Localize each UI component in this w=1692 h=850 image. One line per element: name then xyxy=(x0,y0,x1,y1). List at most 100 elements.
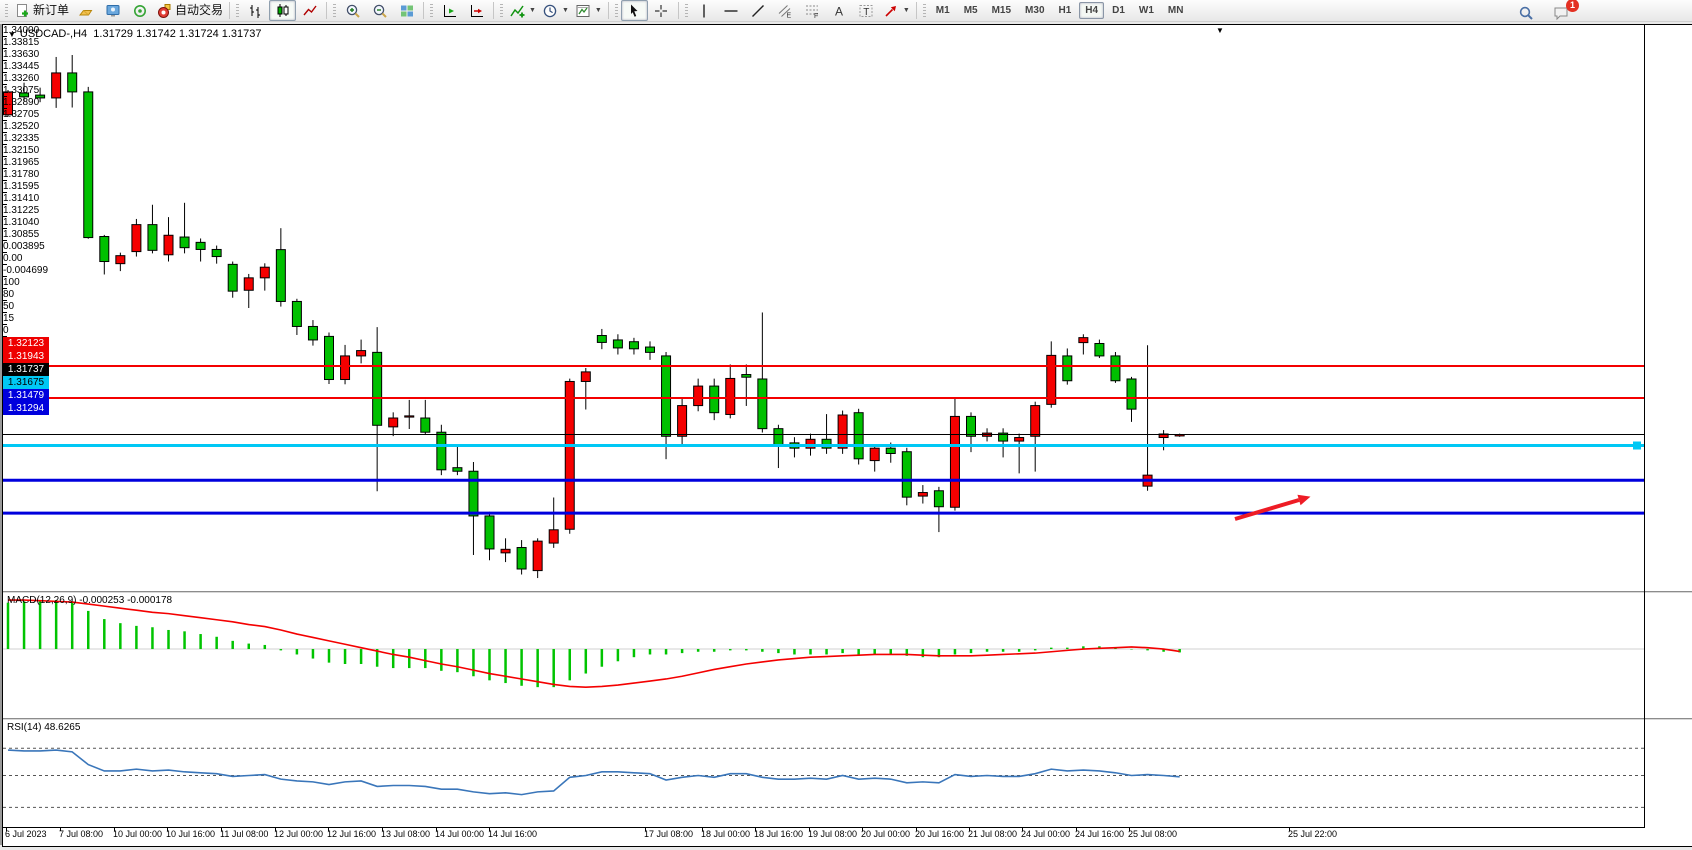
timeframe-d1-button[interactable]: D1 xyxy=(1112,5,1125,16)
zoom-out-button[interactable] xyxy=(366,0,393,21)
axis-tick-mark xyxy=(3,228,7,229)
time-axis-tick xyxy=(1129,827,1130,831)
time-axis-tick xyxy=(6,827,7,831)
annotation-arrow-head[interactable] xyxy=(1297,494,1311,506)
price-chart-canvas[interactable] xyxy=(3,25,1644,591)
community-button[interactable] xyxy=(99,0,126,21)
indicators-dropdown-caret[interactable]: ▼ xyxy=(529,7,536,14)
zoom-in-button[interactable] xyxy=(339,0,366,21)
candle xyxy=(420,399,431,434)
periods-dropdown-caret[interactable]: ▼ xyxy=(561,7,569,14)
chart-menu-triangle-icon[interactable]: ▼ xyxy=(8,30,16,39)
toolbar-grip[interactable] xyxy=(333,3,337,18)
time-axis-tick xyxy=(60,827,61,831)
toolbar-grip[interactable] xyxy=(614,3,618,18)
timeframe-m30-button[interactable]: M30 xyxy=(1025,5,1045,16)
macd-histogram-bar xyxy=(600,649,604,667)
bar-chart-button[interactable] xyxy=(242,0,269,21)
candle xyxy=(340,344,351,385)
arrow-objects-button[interactable]: ▼ xyxy=(880,0,913,21)
time-axis-label: 14 Jul 16:00 xyxy=(488,829,538,839)
candle xyxy=(580,367,591,410)
axis-tick-mark xyxy=(3,300,7,301)
equidistant-channel-button[interactable]: E xyxy=(772,0,799,21)
text-button[interactable]: A xyxy=(826,0,853,21)
toolbar-grip[interactable] xyxy=(922,3,926,18)
axis-tick-mark xyxy=(3,60,7,61)
time-axis-label: 7 Jul 08:00 xyxy=(59,829,104,839)
chart-shift-marker-icon[interactable]: ▼ xyxy=(1216,26,1224,35)
fibonacci-button[interactable]: F xyxy=(799,0,826,21)
indicators-button[interactable]: ▼ xyxy=(506,0,539,21)
tile-windows-button[interactable] xyxy=(393,0,420,21)
line-chart-button[interactable] xyxy=(296,0,323,21)
vertical-line-button[interactable] xyxy=(691,0,718,21)
candle xyxy=(837,410,848,454)
new-order-button[interactable]: 新订单 xyxy=(11,0,72,21)
macd-histogram-bar xyxy=(1033,649,1037,651)
time-axis-tick xyxy=(436,827,437,831)
bucket-icon xyxy=(158,3,171,18)
trendline-button[interactable] xyxy=(745,0,772,21)
search-button[interactable] xyxy=(1512,2,1539,23)
price-tick-label: 1.32705 xyxy=(3,109,40,120)
candle xyxy=(324,332,334,384)
macd-histogram-bar xyxy=(6,602,10,650)
macd-histogram-bar xyxy=(1066,647,1069,650)
candle xyxy=(179,202,190,254)
timeframe-mn-button[interactable]: MN xyxy=(1167,5,1184,16)
textT-icon: T xyxy=(859,4,873,18)
hline-endpoint-handle[interactable] xyxy=(1633,441,1641,450)
macd-histogram-bar xyxy=(327,649,331,663)
arrow-objects-dropdown-caret[interactable]: ▼ xyxy=(902,7,910,14)
macd-histogram-bar xyxy=(22,601,26,650)
price-tick-label: 1.31040 xyxy=(3,217,40,228)
periods-button[interactable]: ▼ xyxy=(539,0,572,21)
crosshair-button[interactable] xyxy=(648,0,675,21)
zoom-out-icon xyxy=(373,4,387,18)
rsi-pane-canvas[interactable] xyxy=(3,720,1644,827)
timeframe-h4-button[interactable]: H4 xyxy=(1079,2,1105,19)
notifications-button[interactable]: 1 xyxy=(1547,0,1579,23)
timeframe-w1-button[interactable]: W1 xyxy=(1138,5,1154,16)
toolbar-grip[interactable] xyxy=(430,3,434,18)
price-axis-line xyxy=(1644,25,1645,828)
candle xyxy=(998,428,1009,458)
macd-histogram-bar xyxy=(167,629,170,650)
annotation-arrow-shaft[interactable] xyxy=(1234,498,1300,521)
timeframe-m15-button[interactable]: M15 xyxy=(991,5,1012,16)
macd-histogram-bar xyxy=(87,610,90,650)
chart-shift-button[interactable] xyxy=(463,0,490,21)
pane-resize-separator[interactable] xyxy=(3,718,1692,720)
time-axis-label: 18 Jul 16:00 xyxy=(754,829,804,839)
market-button[interactable] xyxy=(72,0,99,21)
toolbar-grip[interactable] xyxy=(684,3,688,18)
axis-tick-mark xyxy=(3,84,7,85)
text-label-button[interactable]: T xyxy=(853,0,880,21)
horizontal-line-button[interactable] xyxy=(718,0,745,21)
time-axis-label: 24 Jul 16:00 xyxy=(1075,829,1125,839)
auto-trading-button[interactable]: 自动交易 xyxy=(153,0,226,21)
timeframe-m5-button[interactable]: M5 xyxy=(963,5,978,16)
cursor-button[interactable] xyxy=(620,0,648,21)
axis-tick-mark xyxy=(3,336,7,337)
tline-icon xyxy=(752,4,765,17)
templates-dropdown-caret[interactable]: ▼ xyxy=(594,7,602,14)
macd-histogram-bar xyxy=(263,644,267,650)
timeframe-m1-button[interactable]: M1 xyxy=(935,5,950,16)
pane-resize-separator[interactable] xyxy=(3,591,1692,593)
candlestick-chart-button[interactable] xyxy=(269,0,297,21)
signals-button[interactable] xyxy=(126,0,153,21)
macd-histogram-bar xyxy=(825,649,828,655)
macd-pane-canvas[interactable] xyxy=(3,593,1644,718)
toolbar-grip[interactable] xyxy=(500,3,504,18)
candle xyxy=(436,424,447,476)
macd-histogram-bar xyxy=(70,601,74,650)
toolbar-grip[interactable] xyxy=(5,3,8,18)
doc-plus-icon xyxy=(17,3,28,17)
toolbar-grip[interactable] xyxy=(236,3,240,18)
templates-button[interactable]: ▼ xyxy=(572,0,605,21)
timeframe-h1-button[interactable]: H1 xyxy=(1058,5,1072,16)
bars-icon xyxy=(249,4,260,18)
auto-scroll-button[interactable] xyxy=(436,0,463,21)
